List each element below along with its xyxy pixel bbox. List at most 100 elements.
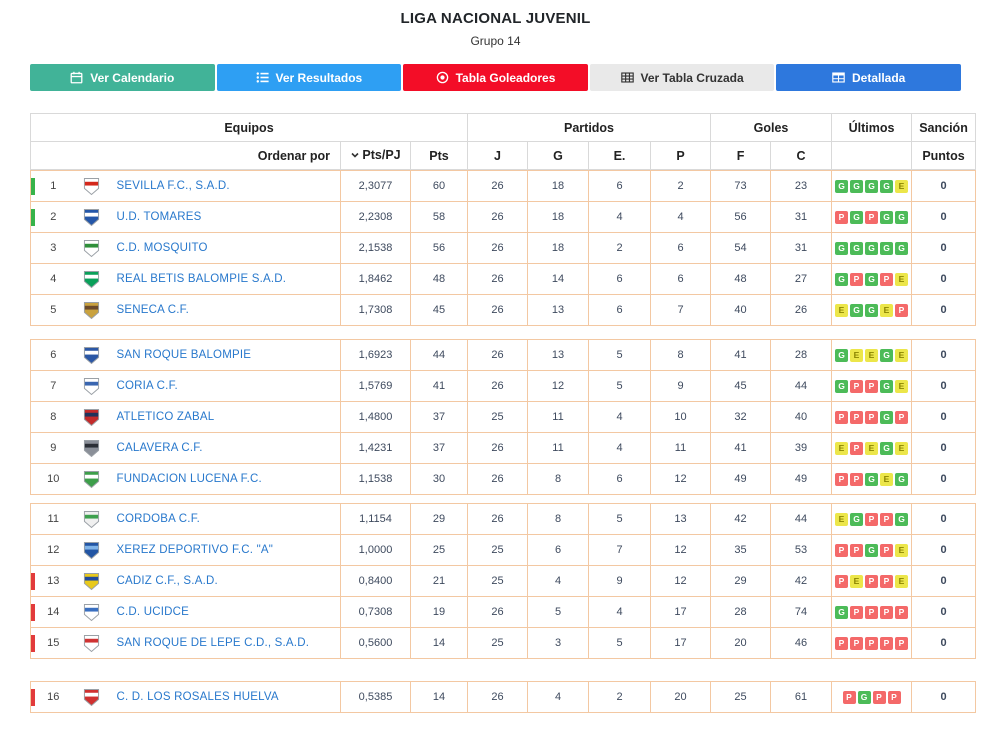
- team-link[interactable]: SAN ROQUE BALOMPIE: [116, 349, 252, 361]
- result-loss-box: P: [850, 410, 863, 424]
- team-link[interactable]: U.D. TOMARES: [116, 211, 202, 223]
- result-win-box: G: [895, 241, 908, 255]
- result-draw-box: E: [835, 441, 848, 455]
- team-cell: SENECA C.F.: [107, 294, 341, 326]
- empatados-cell: 6: [588, 294, 651, 326]
- promotion-marker: [31, 209, 35, 226]
- goles-favor-cell: 29: [710, 565, 771, 597]
- col-header-e: E.: [588, 141, 651, 170]
- team-cell: CADIZ C.F., S.A.D.: [107, 565, 341, 597]
- position-number: 2: [50, 211, 57, 223]
- position-cell: 8: [30, 401, 76, 433]
- result-loss-box: P: [880, 574, 893, 588]
- team-link[interactable]: ATLETICO ZABAL: [116, 411, 215, 423]
- empatados-cell: 6: [588, 263, 651, 295]
- jugados-cell: 26: [467, 232, 528, 264]
- position-cell: 15: [30, 627, 76, 659]
- col-group-goles: Goles: [710, 113, 833, 142]
- position-cell: 11: [30, 503, 76, 535]
- result-loss-box: P: [895, 410, 908, 424]
- team-badge-cell: [75, 263, 108, 295]
- result-draw-box: E: [895, 179, 908, 193]
- toolbar-button-label: Ver Calendario: [90, 70, 175, 85]
- team-link[interactable]: FUNDACION LUCENA F.C.: [116, 473, 262, 485]
- team-link[interactable]: C.D. MOSQUITO: [116, 242, 208, 254]
- goles-contra-cell: 44: [770, 370, 832, 402]
- sort-ptspj-header[interactable]: Pts/PJ: [340, 141, 411, 170]
- result-win-box: G: [835, 241, 848, 255]
- position-number: 4: [50, 273, 57, 285]
- team-link[interactable]: CORIA C.F.: [116, 380, 178, 392]
- table-row: 13 CADIZ C.F., S.A.D. 0,8400 21 25 4 9 12 29 42 P E…: [30, 565, 976, 597]
- ganados-cell: 11: [527, 432, 589, 464]
- team-cell: CORDOBA C.F.: [107, 503, 341, 535]
- toolbar-button-ver-resultados[interactable]: Ver Resultados: [216, 64, 402, 91]
- result-loss-box: P: [842, 690, 856, 704]
- col-header-p: P: [649, 141, 712, 170]
- empatados-cell: 7: [588, 534, 651, 566]
- result-win-box: G: [865, 241, 878, 255]
- toolbar-button-detallada[interactable]: Detallada: [776, 64, 961, 91]
- ganados-cell: 4: [527, 681, 589, 713]
- result-draw-box: E: [835, 512, 848, 526]
- goles-favor-cell: 42: [710, 503, 771, 535]
- result-loss-box: P: [880, 636, 893, 650]
- result-win-box: G: [865, 472, 878, 486]
- team-link[interactable]: REAL BETIS BALOMPIE S.A.D.: [116, 273, 287, 285]
- goles-favor-cell: 73: [710, 170, 771, 202]
- pts-pj-cell: 1,8462: [340, 263, 411, 295]
- list-icon: [256, 71, 269, 84]
- goles-contra-cell: 31: [770, 232, 832, 264]
- team-link[interactable]: C. D. LOS ROSALES HUELVA: [116, 691, 279, 703]
- result-win-box: G: [850, 179, 863, 193]
- team-crest-icon: [83, 688, 100, 707]
- team-link[interactable]: C.D. UCIDCE: [116, 606, 189, 618]
- position-number: 1: [50, 180, 57, 192]
- team-link[interactable]: CALAVERA C.F.: [116, 442, 203, 454]
- perdidos-cell: 6: [650, 232, 711, 264]
- team-badge-cell: [75, 339, 108, 371]
- col-header-j: J: [467, 141, 528, 170]
- pts-cell: 14: [410, 627, 468, 659]
- team-link[interactable]: CADIZ C.F., S.A.D.: [116, 575, 218, 587]
- jugados-cell: 26: [467, 263, 528, 295]
- pts-pj-cell: 0,8400: [340, 565, 411, 597]
- pts-pj-cell: 1,0000: [340, 534, 411, 566]
- team-cell: CALAVERA C.F.: [107, 432, 341, 464]
- page-title: LIGA NACIONAL JUVENIL: [400, 10, 591, 27]
- league-table: Equipos Partidos Goles Últimos Sanción O…: [30, 113, 977, 713]
- pts-pj-cell: 2,1538: [340, 232, 411, 264]
- team-cell: C.D. MOSQUITO: [107, 232, 341, 264]
- team-link[interactable]: SENECA C.F.: [116, 304, 189, 316]
- toolbar-button-ver-calendario[interactable]: Ver Calendario: [30, 64, 215, 91]
- pts-cell: 29: [410, 503, 468, 535]
- jugados-cell: 26: [467, 294, 528, 326]
- team-link[interactable]: SAN ROQUE DE LEPE C.D., S.A.D.: [116, 637, 310, 649]
- table-icon: [620, 71, 634, 84]
- sancion-cell: 0: [911, 627, 976, 659]
- team-badge-cell: [75, 681, 108, 713]
- result-loss-box: P: [865, 574, 878, 588]
- perdidos-cell: 2: [650, 170, 711, 202]
- result-draw-box: E: [895, 574, 908, 588]
- team-link[interactable]: XEREZ DEPORTIVO F.C. "A": [116, 544, 274, 556]
- team-link[interactable]: CORDOBA C.F.: [116, 513, 201, 525]
- jugados-cell: 25: [467, 401, 528, 433]
- team-cell: C. D. LOS ROSALES HUELVA: [107, 681, 341, 713]
- toolbar-button-ver-tabla-cruzada[interactable]: Ver Tabla Cruzada: [589, 64, 775, 91]
- toolbar-button-tabla-goleadores[interactable]: Tabla Goleadores: [403, 64, 588, 91]
- result-win-box: G: [880, 348, 893, 362]
- perdidos-cell: 10: [650, 401, 711, 433]
- perdidos-cell: 8: [650, 339, 711, 371]
- result-loss-box: P: [865, 512, 878, 526]
- table-row: 11 CORDOBA C.F. 1,1154 29 26 8 5 13 42 44 E G P P G 0: [30, 503, 976, 535]
- result-win-box: G: [895, 210, 908, 224]
- result-win-box: G: [865, 272, 878, 286]
- team-link[interactable]: SEVILLA F.C., S.A.D.: [116, 180, 230, 192]
- position-number: 5: [50, 304, 57, 316]
- empatados-cell: 6: [588, 463, 651, 495]
